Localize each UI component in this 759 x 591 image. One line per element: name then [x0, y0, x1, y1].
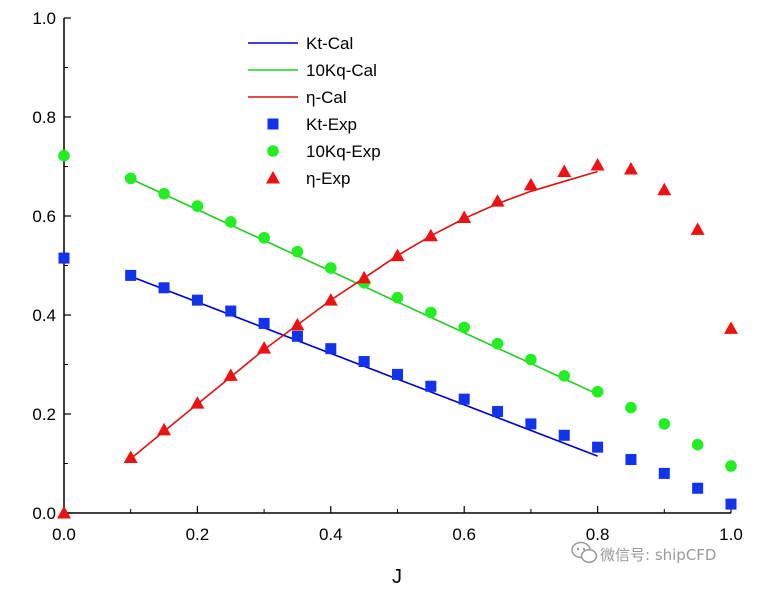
data-point [323, 293, 338, 306]
data-point [557, 164, 572, 177]
data-point [725, 460, 737, 472]
data-point [123, 450, 138, 464]
data-point [223, 368, 238, 381]
wechat-icon [571, 541, 598, 563]
data-point [691, 438, 704, 451]
data-point [392, 368, 403, 380]
legend-item: η-Cal [248, 88, 347, 107]
x-axis-title: J [392, 566, 402, 588]
data-point [625, 454, 637, 466]
data-point [425, 380, 437, 392]
legend-item: 10Kq-Exp [267, 142, 381, 161]
data-point [725, 498, 737, 510]
axes: 0.0 0.2 0.4 0.6 0.8 1.0 0.0 0.2 0.4 0.6 0.8 1.0 [32, 9, 742, 544]
y-tick-label: 0.6 [32, 207, 56, 226]
x-tick-label: 0.2 [186, 525, 210, 544]
legend-label: η-Exp [306, 169, 350, 188]
data-point [590, 158, 605, 171]
data-point [191, 294, 203, 306]
data-point [57, 506, 71, 519]
data-point [523, 177, 538, 191]
data-point [125, 269, 137, 281]
data-point [425, 306, 437, 319]
data-point [658, 467, 670, 479]
series-2 [130, 170, 598, 460]
data-point [492, 406, 504, 418]
legend-label: 10Kq-Exp [306, 142, 381, 161]
series-line [130, 170, 598, 460]
data-point [58, 252, 70, 264]
data-point [625, 401, 637, 414]
data-point [158, 282, 170, 294]
data-point [558, 429, 570, 441]
x-tick-label: 0.8 [586, 525, 610, 544]
data-point [357, 270, 372, 284]
legend-swatch [267, 145, 279, 157]
series-5 [57, 158, 738, 519]
legend: Kt-Cal 10Kq-Cal η-Cal Kt-Exp 10Kq-Exp η-Exp [248, 34, 381, 188]
x-tick-label: 1.0 [719, 525, 743, 544]
data-point [325, 262, 337, 274]
data-point [291, 330, 303, 342]
data-point [658, 418, 671, 430]
y-tick-label: 0.4 [32, 306, 56, 325]
data-point [592, 441, 604, 453]
legend-item: Kt-Exp [267, 115, 357, 134]
series-3 [58, 252, 737, 510]
data-point [191, 200, 204, 212]
data-point [190, 396, 205, 409]
data-point [325, 343, 337, 355]
data-point [358, 356, 370, 368]
data-point [657, 182, 672, 196]
legend-label: Kt-Exp [306, 115, 357, 134]
watermark: 微信号: shipCFD [571, 541, 717, 564]
data-point [724, 321, 738, 334]
data-point [690, 222, 705, 235]
x-tick-label: 0.6 [452, 525, 476, 544]
series-layer [57, 149, 738, 519]
legend-label: η-Cal [306, 88, 347, 107]
legend-item: 10Kq-Cal [248, 61, 377, 80]
y-tick-label: 0.2 [32, 405, 56, 424]
data-point [224, 216, 237, 228]
data-point [423, 228, 438, 242]
y-tick-label: 1.0 [32, 9, 56, 28]
legend-swatch [267, 118, 279, 130]
data-point [491, 337, 504, 350]
y-tick-label: 0.8 [32, 108, 56, 127]
data-point [458, 393, 470, 405]
data-point [558, 370, 571, 382]
legend-item: η-Exp [266, 169, 350, 188]
watermark-text: 微信号: shipCFD [600, 546, 717, 564]
data-point [525, 418, 537, 430]
data-point [525, 353, 537, 366]
data-point [623, 161, 638, 175]
y-tick-label: 0.0 [32, 504, 56, 523]
data-point [157, 422, 172, 436]
data-point [124, 172, 137, 185]
legend-label: 10Kq-Cal [306, 61, 377, 80]
legend-label: Kt-Cal [306, 34, 353, 53]
legend-swatch [266, 171, 280, 184]
data-point [490, 194, 505, 207]
data-point [58, 149, 70, 162]
data-point [458, 321, 471, 334]
x-tick-label: 0.4 [319, 525, 343, 544]
data-point [258, 317, 270, 329]
data-point [225, 305, 237, 317]
legend-item: Kt-Cal [248, 34, 353, 53]
x-tick-label: 0.0 [52, 525, 76, 544]
data-point [390, 248, 405, 262]
data-point [457, 210, 472, 223]
data-point [258, 231, 270, 244]
data-point [591, 385, 604, 398]
data-point [391, 291, 404, 304]
series-4 [58, 149, 737, 472]
data-point [692, 482, 704, 494]
data-point [291, 245, 304, 258]
data-point [257, 341, 272, 354]
data-point [290, 317, 305, 331]
data-point [158, 187, 170, 200]
